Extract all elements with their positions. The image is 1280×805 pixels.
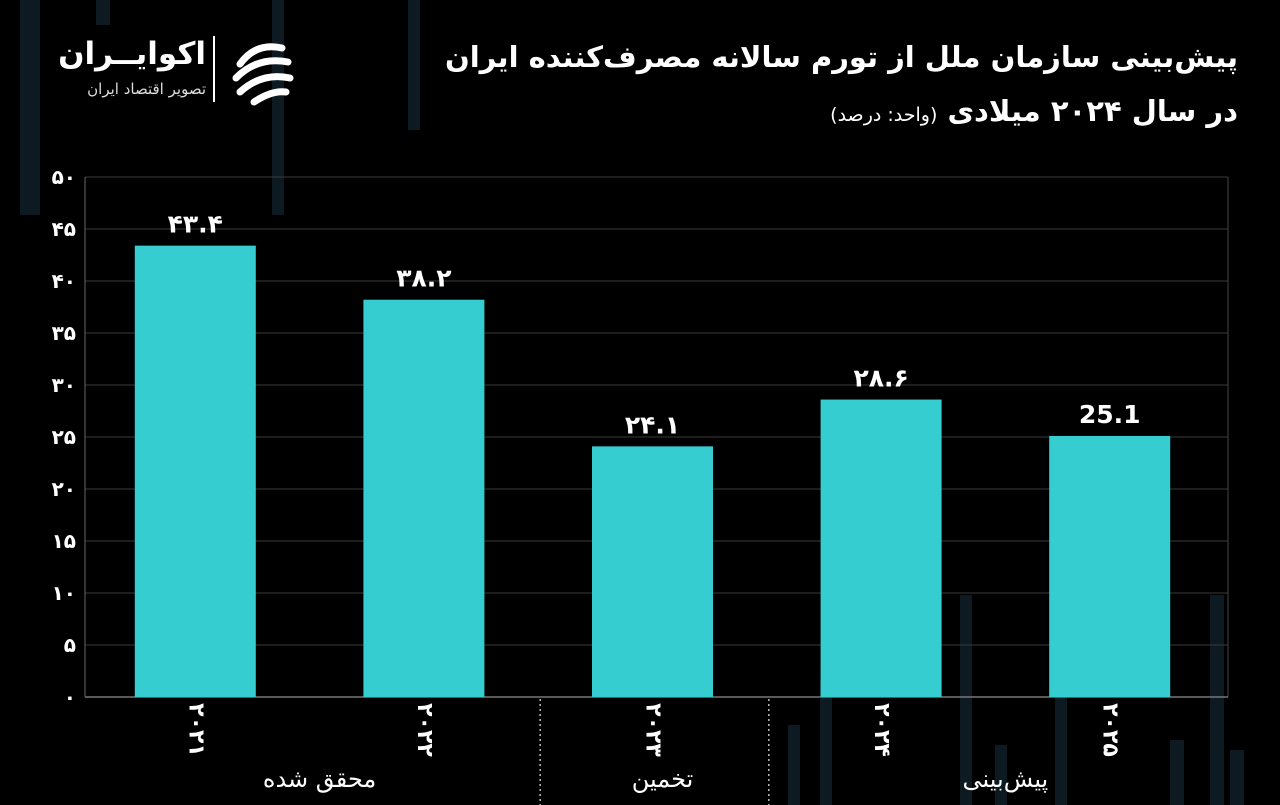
background-bar [788,725,800,805]
y-tick-label: ۲۵ [52,425,76,449]
title-line-2: در سال ۲۰۲۴ میلادی (واحد: درصد) [338,84,1238,142]
background-bar [1055,680,1067,805]
logo-divider [213,36,215,102]
chart-title: پیش‌بینی سازمان ملل از تورم سالانه مصرف‌… [338,30,1238,142]
background-bar [1230,750,1244,805]
title-year: در سال ۲۰۲۴ میلادی [947,94,1238,128]
background-bar [408,0,420,130]
bar [592,446,713,697]
logo-name: اکوایــران [58,36,206,72]
background-bar [1210,595,1224,805]
y-tick-label: ۲۰ [52,477,76,501]
bar [820,399,942,697]
y-tick-label: ۴۰ [52,269,76,293]
y-tick-label: ۵ [64,633,76,657]
y-tick-label: ۳۵ [52,321,76,345]
y-tick-label: ۳۰ [52,373,76,397]
bar [134,245,256,697]
title-line-1: پیش‌بینی سازمان ملل از تورم سالانه مصرف‌… [444,40,1238,74]
group-label: محقق شده [263,765,376,793]
y-tick-label: ۰ [64,685,76,709]
x-tick-label: ۲۰۲۴ [869,703,894,757]
background-bar [272,0,284,215]
value-label: ۴۳.۴ [168,210,223,239]
x-tick-label: ۲۰۲۱ [183,703,208,757]
background-bar [1170,740,1184,805]
y-tick-label: ۵۰ [52,165,76,189]
x-tick-label: ۲۰۲۲ [412,703,437,757]
value-label: 25.1 [1079,400,1141,429]
x-tick-label: ۲۰۲۳ [641,703,666,757]
background-bar [820,680,832,805]
y-tick-label: ۴۵ [52,217,76,241]
x-tick-label: ۲۰۲۵ [1098,703,1123,757]
bar [1049,435,1171,697]
ecoiran-swirl-icon [232,43,294,106]
y-tick-label: ۱۰ [52,581,76,605]
logo: اکوایــران تصویر اقتصاد ایران [46,30,306,110]
bar [363,299,485,697]
value-label: ۲۴.۱ [625,410,680,439]
group-label: تخمین [632,765,694,793]
value-label: ۳۸.۲ [396,264,451,293]
background-bar [20,0,40,215]
unit-label: (واحد: درصد) [830,104,938,126]
value-label: ۲۸.۶ [853,364,908,393]
background-bar [96,0,110,25]
y-tick-label: ۱۵ [52,529,76,553]
logo-subtitle: تصویر اقتصاد ایران [87,80,206,98]
background-bar [960,595,972,805]
group-label: پیش‌بینی [963,765,1049,793]
background-bar [995,745,1007,805]
